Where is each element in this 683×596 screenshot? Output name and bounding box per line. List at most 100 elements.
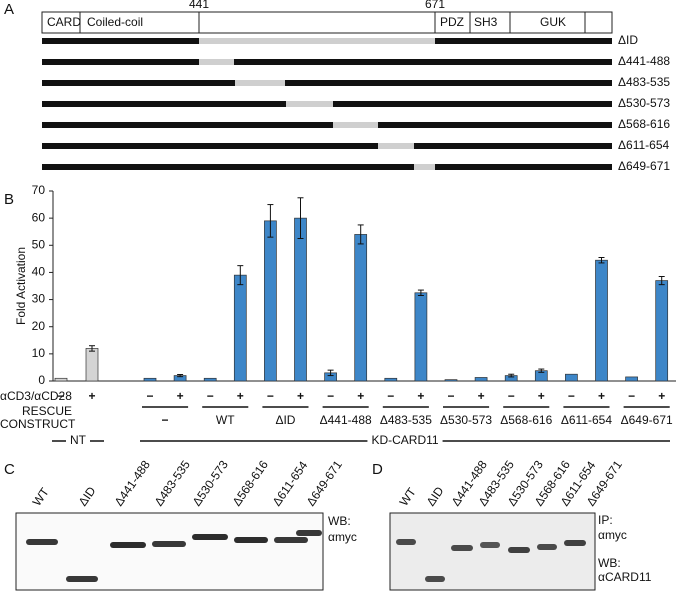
band: [508, 547, 530, 553]
construct-bar: [42, 59, 612, 65]
band: [234, 537, 268, 543]
bar: [384, 377, 398, 382]
x-tick-label: +: [177, 389, 184, 403]
x-tick-label: +: [357, 389, 364, 403]
bar: [203, 377, 217, 382]
x-tick-label: −: [57, 389, 64, 403]
x-tick-label: −: [207, 389, 214, 403]
x-tick-label: −: [267, 389, 274, 403]
y-tick-label: 30: [32, 292, 46, 306]
x-tick-label: −: [508, 389, 515, 403]
error-bar: [177, 373, 184, 378]
band: [396, 539, 416, 545]
lane-label: Δ483-535: [152, 458, 194, 509]
group-label: Δ483-535: [380, 413, 432, 427]
band: [274, 537, 308, 543]
lane-label: Δ568-616: [230, 458, 272, 509]
bar: [54, 377, 68, 382]
panel-letter: B: [4, 191, 14, 208]
domain-label: CARD: [47, 15, 81, 29]
cohort-label: NT: [70, 433, 87, 447]
domain-label: GUK: [540, 15, 566, 29]
blot-label: WB:: [598, 556, 621, 570]
band: [296, 530, 322, 536]
lane-label: ΔID: [424, 484, 447, 509]
domain-label: PDZ: [440, 15, 464, 29]
bar: [264, 220, 277, 382]
lane-label: WT: [397, 485, 420, 509]
lane-label: ΔID: [76, 484, 99, 509]
x-tick-label: +: [88, 389, 95, 403]
panel-letter: D: [372, 461, 383, 478]
bar: [444, 379, 458, 382]
position-label: 441: [189, 0, 209, 11]
construct-label: Δ649-671: [618, 159, 670, 173]
row-label: RESCUE: [22, 404, 72, 418]
x-tick-label: +: [237, 389, 244, 403]
construct-label: Δ441-488: [618, 54, 670, 68]
group-label: Δ441-488: [320, 413, 372, 427]
deletion-gap: [414, 164, 435, 170]
error-bar: [297, 197, 304, 239]
lane-label: Δ649-671: [304, 458, 346, 509]
deletion-gap: [235, 80, 285, 86]
blot: [15, 512, 324, 591]
construct-bar: [42, 80, 612, 86]
y-tick-label: 0: [38, 373, 45, 387]
band: [66, 576, 98, 582]
error-bar: [357, 224, 364, 245]
group-label: ΔID: [275, 413, 295, 427]
x-tick-label: −: [628, 389, 635, 403]
band: [192, 534, 228, 540]
group-label: Δ649-671: [621, 413, 673, 427]
construct-bar: [42, 143, 612, 149]
band: [26, 539, 58, 545]
position-label: 671: [425, 0, 445, 11]
row-label: CONSTRUCT: [0, 417, 76, 431]
x-tick-label: −: [568, 389, 575, 403]
blot: [389, 512, 596, 591]
cohort-label: KD-CARD11: [371, 433, 438, 447]
blot-label: αmyc: [328, 530, 357, 544]
bar: [595, 259, 608, 382]
x-tick-label: +: [478, 389, 485, 403]
bar: [655, 280, 669, 382]
x-tick-label: +: [417, 389, 424, 403]
deletion-gap: [199, 59, 234, 65]
bar: [85, 348, 99, 382]
construct-label: Δ530-573: [618, 96, 670, 110]
construct-label: Δ483-535: [618, 75, 670, 89]
lane-label: Δ441-488: [112, 458, 154, 509]
group-label: Δ568-616: [500, 413, 552, 427]
deletion-gap: [378, 143, 414, 149]
error-bar: [658, 276, 665, 286]
x-tick-label: −: [146, 389, 153, 403]
error-bar: [417, 289, 424, 296]
construct-bar: [42, 122, 612, 128]
group-label: Δ611-654: [561, 413, 612, 427]
band: [425, 576, 445, 582]
domain-label: SH3: [474, 15, 498, 29]
bar: [143, 377, 157, 382]
y-tick-label: 40: [32, 265, 46, 279]
x-tick-label: +: [658, 389, 665, 403]
bar: [414, 292, 428, 382]
x-tick-label: +: [598, 389, 605, 403]
lane-label: WT: [30, 485, 53, 509]
x-tick-label: −: [327, 389, 334, 403]
error-bar: [538, 368, 545, 373]
construct-label: Δ568-616: [618, 117, 670, 131]
y-tick-label: 50: [32, 237, 46, 251]
construct-bar: [42, 164, 612, 170]
y-tick-label: 10: [32, 346, 46, 360]
band: [110, 542, 146, 548]
group-label: Δ530-573: [440, 413, 492, 427]
band: [152, 541, 186, 547]
construct-label: ΔID: [618, 33, 638, 47]
bar: [565, 373, 578, 382]
deletion-gap: [199, 38, 435, 44]
bar: [625, 376, 638, 382]
